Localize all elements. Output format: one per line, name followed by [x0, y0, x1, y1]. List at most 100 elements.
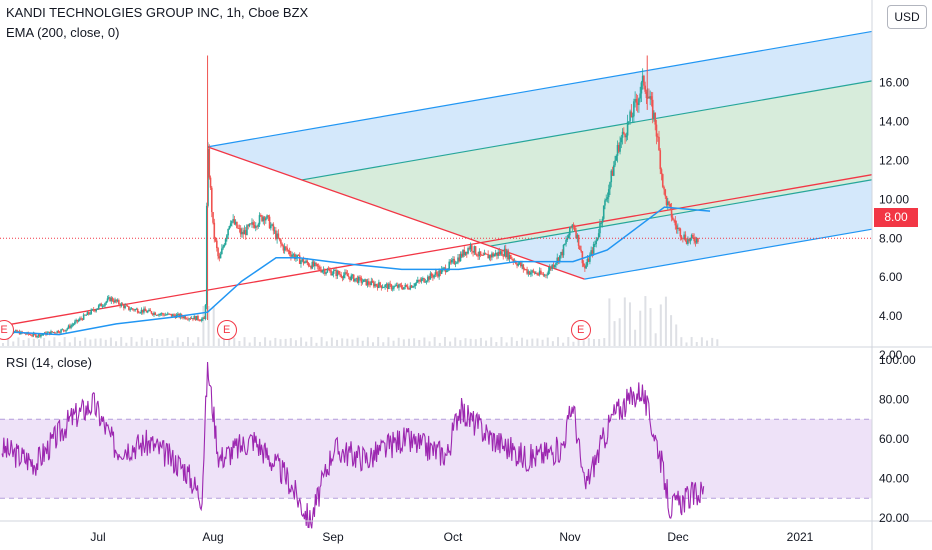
candle-body	[389, 283, 391, 285]
candle-body	[523, 268, 526, 270]
rsi-line	[1, 361, 705, 529]
candle-body	[109, 297, 111, 302]
candle-body	[51, 331, 54, 333]
candle-body	[94, 310, 96, 312]
candle-body	[463, 249, 466, 256]
candle-body	[298, 255, 301, 264]
candle-body	[567, 235, 570, 239]
candle-body	[560, 251, 562, 256]
volume-bar	[32, 338, 35, 346]
pitchfork-lower-tine	[584, 228, 873, 280]
candle-body	[165, 314, 168, 316]
candle-body	[324, 269, 326, 274]
candle-body	[57, 330, 60, 333]
candle-body	[341, 276, 344, 279]
candle-body	[457, 257, 459, 263]
candle-body	[629, 111, 631, 122]
candle-body	[76, 319, 79, 322]
candle-body	[223, 244, 226, 247]
candle-body	[658, 136, 660, 151]
candle-body	[67, 325, 70, 329]
time-tick-label: Aug	[202, 530, 223, 544]
candle-body	[405, 284, 408, 287]
candle-body	[283, 246, 286, 251]
volume-bar	[351, 339, 354, 346]
candle-body	[36, 336, 38, 338]
volume-bar	[690, 337, 693, 346]
earnings-marker[interactable]: E	[570, 320, 591, 340]
candle-body	[643, 75, 645, 86]
candle-body	[146, 311, 149, 313]
candle-body	[607, 189, 610, 198]
candle-body	[182, 316, 184, 319]
candle-body	[597, 233, 600, 238]
volume-bar	[73, 337, 76, 346]
candle-body	[307, 262, 310, 266]
candle-body	[200, 318, 203, 321]
candle-body	[347, 276, 350, 277]
candle-body	[262, 217, 265, 222]
candle-body	[58, 332, 61, 334]
candle-body	[659, 150, 662, 170]
candle-body	[695, 237, 698, 243]
volume-bar	[233, 337, 236, 346]
candle-body	[177, 313, 179, 315]
candle-body	[399, 284, 402, 286]
candle-body	[474, 246, 477, 255]
candle-body	[571, 224, 574, 228]
candle-body	[40, 334, 42, 337]
candle-body	[233, 219, 236, 225]
last-price-badge: 8.00	[874, 208, 918, 227]
candle-body	[35, 334, 37, 338]
candle-body	[565, 239, 567, 244]
currency-button[interactable]: USD	[887, 5, 927, 29]
candle-body	[194, 316, 197, 321]
earnings-marker[interactable]: E	[216, 320, 237, 340]
candle-body	[611, 170, 614, 176]
candle-body	[550, 267, 552, 269]
candle-body	[300, 260, 302, 264]
price-tick-label: 16.00	[879, 76, 909, 90]
candle-body	[449, 261, 452, 263]
ema-indicator-label[interactable]: EMA (200, close, 0)	[6, 25, 120, 40]
candle-body	[673, 219, 675, 221]
candle-body	[687, 239, 689, 244]
candle-body	[32, 333, 35, 336]
candle-body	[238, 228, 241, 229]
candle-body	[371, 280, 374, 283]
candle-body	[357, 276, 360, 283]
volume-bar	[521, 337, 524, 346]
candle-body	[325, 272, 327, 274]
candle-body	[663, 186, 665, 190]
volume-bar	[495, 342, 498, 346]
volume-bar	[526, 339, 529, 346]
candle-body	[526, 269, 528, 274]
candle-body	[678, 228, 680, 229]
candle-body	[403, 287, 405, 290]
candle-body	[140, 309, 143, 313]
symbol-title[interactable]: KANDI TECHNOLGIES GROUP INC, 1h, Cboe BZ…	[6, 5, 309, 20]
candle-body	[417, 279, 419, 283]
candle-body	[172, 314, 174, 317]
candle-body	[400, 285, 403, 288]
rsi-indicator-label[interactable]: RSI (14, close)	[6, 355, 92, 370]
candle-body	[602, 205, 605, 219]
candle-body	[482, 255, 484, 256]
candle-body	[453, 258, 456, 264]
volume-bar	[192, 342, 195, 346]
candle-body	[577, 234, 580, 246]
pitchfork-inner-upper	[301, 80, 873, 181]
candle-body	[655, 124, 658, 137]
candle-body	[119, 304, 121, 307]
candle-body	[47, 331, 50, 333]
volume-bar	[413, 338, 416, 346]
candle-body	[56, 330, 59, 333]
candle-body	[543, 274, 546, 276]
candle-body	[448, 261, 451, 269]
earnings-marker[interactable]: E	[0, 320, 14, 340]
candle-body	[630, 111, 633, 118]
rsi-pane	[0, 361, 872, 529]
volume-bar	[706, 340, 709, 346]
candle-body	[208, 148, 211, 178]
candle-body	[393, 286, 395, 289]
